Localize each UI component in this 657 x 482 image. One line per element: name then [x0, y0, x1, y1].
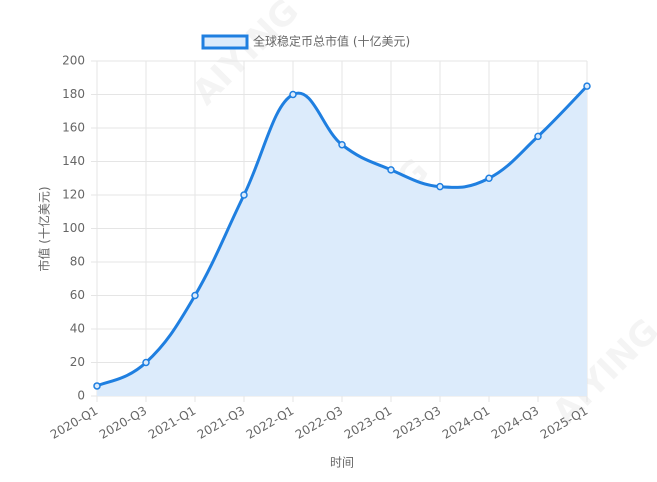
point — [191, 291, 199, 300]
point — [583, 82, 591, 90]
x-tick-label: 2023-Q3 — [391, 404, 443, 442]
y-tick-label: 100 — [62, 221, 85, 235]
y-tick-label: 120 — [62, 188, 85, 202]
point — [534, 132, 542, 141]
point — [93, 382, 101, 390]
y-tick-label: 0 — [77, 389, 85, 403]
y-tick-label: 160 — [62, 121, 85, 135]
x-tick-label: 2024-Q3 — [489, 404, 541, 442]
point — [485, 174, 493, 182]
point — [142, 358, 150, 367]
point — [387, 166, 395, 174]
x-tick-label: 2023-Q1 — [342, 404, 394, 442]
y-tick-label: 200 — [62, 54, 85, 68]
y-tick-label: 180 — [62, 87, 85, 101]
x-tick-label: 2022-Q3 — [293, 404, 345, 442]
x-tick-label: 2020-Q3 — [97, 404, 149, 442]
x-tick-label: 2024-Q1 — [440, 404, 492, 442]
point — [240, 191, 248, 199]
point — [338, 141, 346, 149]
legend-label: 全球稳定币总市值 (十亿美元) — [253, 34, 410, 49]
area — [97, 86, 587, 396]
y-tick-label: 140 — [62, 154, 85, 168]
point — [436, 182, 444, 191]
x-axis-label: 时间 — [330, 456, 354, 470]
x-tick-label: 2021-Q3 — [195, 404, 247, 442]
x-tick-label: 2021-Q1 — [146, 404, 198, 442]
y-tick-label: 20 — [70, 355, 85, 369]
line — [96, 85, 589, 388]
x-tick-label: 2022-Q1 — [244, 404, 296, 442]
point — [289, 90, 297, 99]
y-tick-label: 60 — [70, 288, 85, 302]
y-tick-label: 80 — [70, 255, 85, 269]
x-tick-label: 2020-Q1 — [48, 404, 100, 442]
y-tick-label: 40 — [70, 322, 85, 336]
y-axis-label: 市值 (十亿美元) — [37, 186, 52, 271]
legend-swatch — [201, 34, 249, 50]
